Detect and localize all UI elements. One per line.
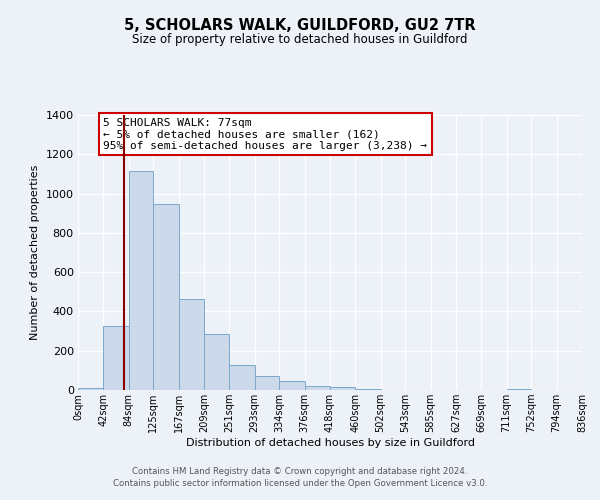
Bar <box>305 386 330 390</box>
Bar <box>229 365 254 390</box>
Bar <box>179 299 204 390</box>
Bar <box>330 386 355 390</box>
Bar <box>103 326 128 390</box>
Bar <box>78 388 103 390</box>
Bar <box>128 172 154 390</box>
Text: 5 SCHOLARS WALK: 77sqm
← 5% of detached houses are smaller (162)
95% of semi-det: 5 SCHOLARS WALK: 77sqm ← 5% of detached … <box>103 118 427 151</box>
Text: 5, SCHOLARS WALK, GUILDFORD, GU2 7TR: 5, SCHOLARS WALK, GUILDFORD, GU2 7TR <box>124 18 476 32</box>
Bar <box>355 389 380 390</box>
Bar <box>506 389 532 390</box>
Bar <box>204 334 229 390</box>
Text: Contains HM Land Registry data © Crown copyright and database right 2024.
Contai: Contains HM Land Registry data © Crown c… <box>113 466 487 487</box>
Bar <box>280 381 305 390</box>
X-axis label: Distribution of detached houses by size in Guildford: Distribution of detached houses by size … <box>185 438 475 448</box>
Text: Size of property relative to detached houses in Guildford: Size of property relative to detached ho… <box>132 32 468 46</box>
Bar <box>154 204 179 390</box>
Bar <box>254 376 280 390</box>
Y-axis label: Number of detached properties: Number of detached properties <box>30 165 40 340</box>
